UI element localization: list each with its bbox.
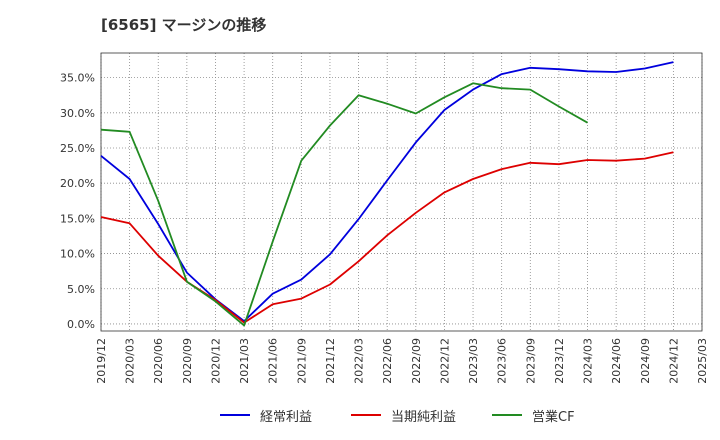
- x-tick-label: 2024/09: [639, 338, 652, 384]
- x-tick-label: 2024/03: [582, 338, 595, 384]
- x-tick-label: 2020/06: [152, 338, 165, 384]
- legend-label-0: 経常利益: [260, 409, 313, 425]
- grid-layer: [100, 53, 703, 331]
- series-layer: [100, 61, 674, 327]
- x-tick-label: 2025/03: [696, 338, 709, 384]
- x-tick-label: 2022/03: [353, 338, 366, 384]
- legend-swatch-1: [351, 414, 381, 416]
- x-tick-label: 2021/03: [238, 338, 251, 384]
- y-tick-label: 10.0%: [60, 248, 95, 261]
- plot-area: [101, 53, 702, 331]
- x-tick-label: 2023/12: [553, 338, 566, 384]
- x-tick-label: 2019/12: [95, 338, 108, 384]
- legend-label-2: 営業CF: [532, 409, 575, 425]
- series-line-2: [100, 82, 588, 327]
- legend: 経常利益 当期純利益 営業CF: [0, 404, 720, 426]
- x-tick-label: 2022/12: [438, 338, 451, 384]
- legend-item-1: 当期純利益: [351, 404, 456, 426]
- chart-title: [6565] マージンの推移: [101, 16, 267, 34]
- x-tick-label: 2020/12: [209, 338, 222, 384]
- legend-swatch-0: [220, 414, 250, 416]
- y-tick-label: 15.0%: [60, 212, 95, 225]
- series-line-0: [100, 61, 674, 323]
- legend-label-1: 当期純利益: [391, 409, 457, 425]
- legend-swatch-2: [492, 414, 522, 416]
- y-tick-label: 0.0%: [67, 318, 95, 331]
- x-tick-label: 2021/06: [267, 338, 280, 384]
- x-tick-label: 2024/12: [667, 338, 680, 384]
- x-tick-label: 2022/09: [410, 338, 423, 384]
- y-tick-label: 30.0%: [60, 107, 95, 120]
- x-tick-label: 2020/03: [124, 338, 137, 384]
- x-tick-label: 2023/09: [524, 338, 537, 384]
- legend-item-0: 経常利益: [220, 404, 312, 426]
- y-tick-label: 25.0%: [60, 142, 95, 155]
- x-tick-label: 2023/06: [496, 338, 509, 384]
- x-tick-label: 2021/12: [324, 338, 337, 384]
- y-tick-label: 20.0%: [60, 177, 95, 190]
- x-tick-label: 2021/09: [295, 338, 308, 384]
- y-tick-label: 5.0%: [67, 283, 95, 296]
- x-tick-label: 2022/06: [381, 338, 394, 384]
- legend-item-2: 営業CF: [492, 404, 575, 426]
- x-tick-label: 2020/09: [181, 338, 194, 384]
- x-tick-label: 2023/03: [467, 338, 480, 384]
- plot-frame: [100, 52, 703, 332]
- y-tick-label: 35.0%: [60, 72, 95, 85]
- x-tick-label: 2024/06: [610, 338, 623, 384]
- axis-layer: 0.0% 5.0% 10.0% 15.0% 20.0% 25.0% 30.0% 35.0% 20…: [60, 52, 709, 384]
